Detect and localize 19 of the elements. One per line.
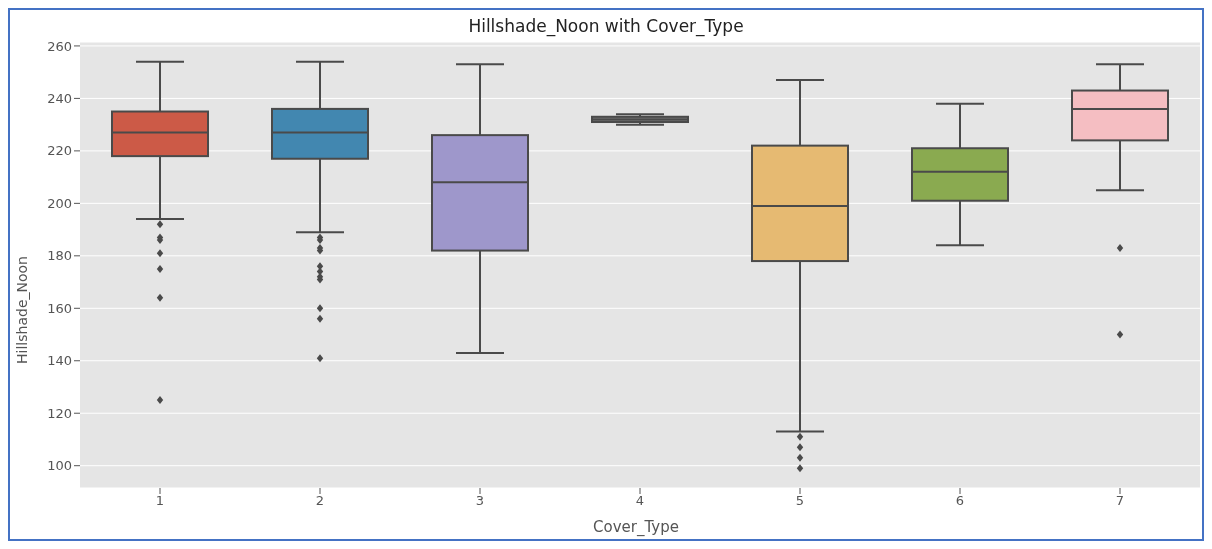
y-tick-label: 260 [47,38,72,54]
x-tick-label: 4 [635,493,645,509]
x-tick-label: 5 [795,493,805,509]
x-tick-label: 6 [955,493,965,509]
x-axis-title: Cover_Type [592,518,680,536]
x-tick-label: 7 [1115,493,1125,509]
y-tick-label: 220 [47,143,72,159]
y-tick-label: 100 [47,458,72,474]
chart-title: Hillshade_Noon with Cover_Type [467,16,745,36]
x-tick-label: 3 [475,493,485,509]
y-tick-label: 240 [47,91,72,107]
y-tick-label: 120 [47,405,72,421]
x-tick-label: 1 [155,493,165,509]
y-axis-title: Hillshade_Noon [14,256,30,364]
y-tick-label: 160 [47,300,72,316]
y-tick-label: 180 [47,248,72,264]
y-tick-label: 200 [47,195,72,211]
x-tick-label: 2 [315,493,325,509]
y-tick-label: 140 [47,353,72,369]
